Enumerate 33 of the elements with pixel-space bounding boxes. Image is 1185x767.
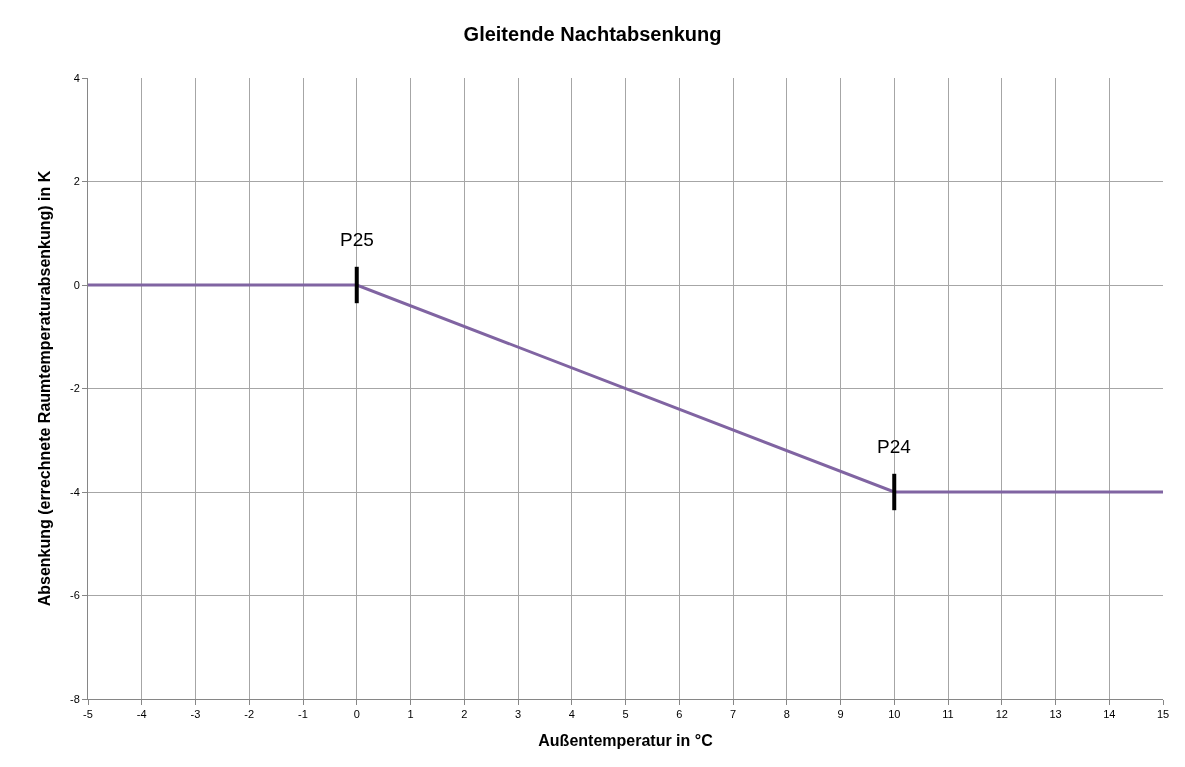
x-axis-title: Außentemperatur in °C xyxy=(538,731,714,749)
y-tick-label: -6 xyxy=(70,589,80,602)
y-tick-label: -2 xyxy=(70,382,80,395)
x-tick-label: 10 xyxy=(888,708,901,721)
x-tick-label: 12 xyxy=(995,708,1008,721)
x-tick-label: 11 xyxy=(942,708,954,721)
y-tick-label: -8 xyxy=(70,692,80,705)
x-tick-label: 7 xyxy=(729,708,737,721)
x-tick-label: 4 xyxy=(568,708,575,721)
y-tick-label: 2 xyxy=(73,175,80,188)
x-tick-label: -5 xyxy=(83,708,93,721)
y-tick-label: 0 xyxy=(73,278,80,291)
y-axis-title: Absenkung (errechnete Raumtemperaturabsenkung) in K xyxy=(35,170,53,607)
x-tick-label: 3 xyxy=(514,708,522,721)
annotation: P24 xyxy=(877,436,912,457)
x-tick-label: -4 xyxy=(136,708,147,721)
y-tick-label: 4 xyxy=(73,71,80,84)
x-tick-label: -1 xyxy=(298,708,308,721)
y-tick-label: -4 xyxy=(70,485,80,498)
x-tick-label: 5 xyxy=(622,708,629,721)
x-tick-label: 15 xyxy=(1156,708,1170,721)
annotation: P25 xyxy=(340,229,374,250)
x-tick-label: 8 xyxy=(783,708,790,721)
x-tick-label: 6 xyxy=(676,708,683,721)
x-tick-label: 0 xyxy=(353,708,360,721)
x-tick-label: 9 xyxy=(837,708,844,721)
x-tick-label: -3 xyxy=(190,708,201,721)
x-tick-label: 1 xyxy=(407,708,414,721)
x-tick-label: -2 xyxy=(244,708,255,721)
x-tick-label: 14 xyxy=(1103,708,1116,721)
x-tick-label: 2 xyxy=(461,708,468,721)
x-tick-label: 13 xyxy=(1049,708,1062,721)
chart-title: Gleitende Nachtabsenkung xyxy=(463,22,722,45)
